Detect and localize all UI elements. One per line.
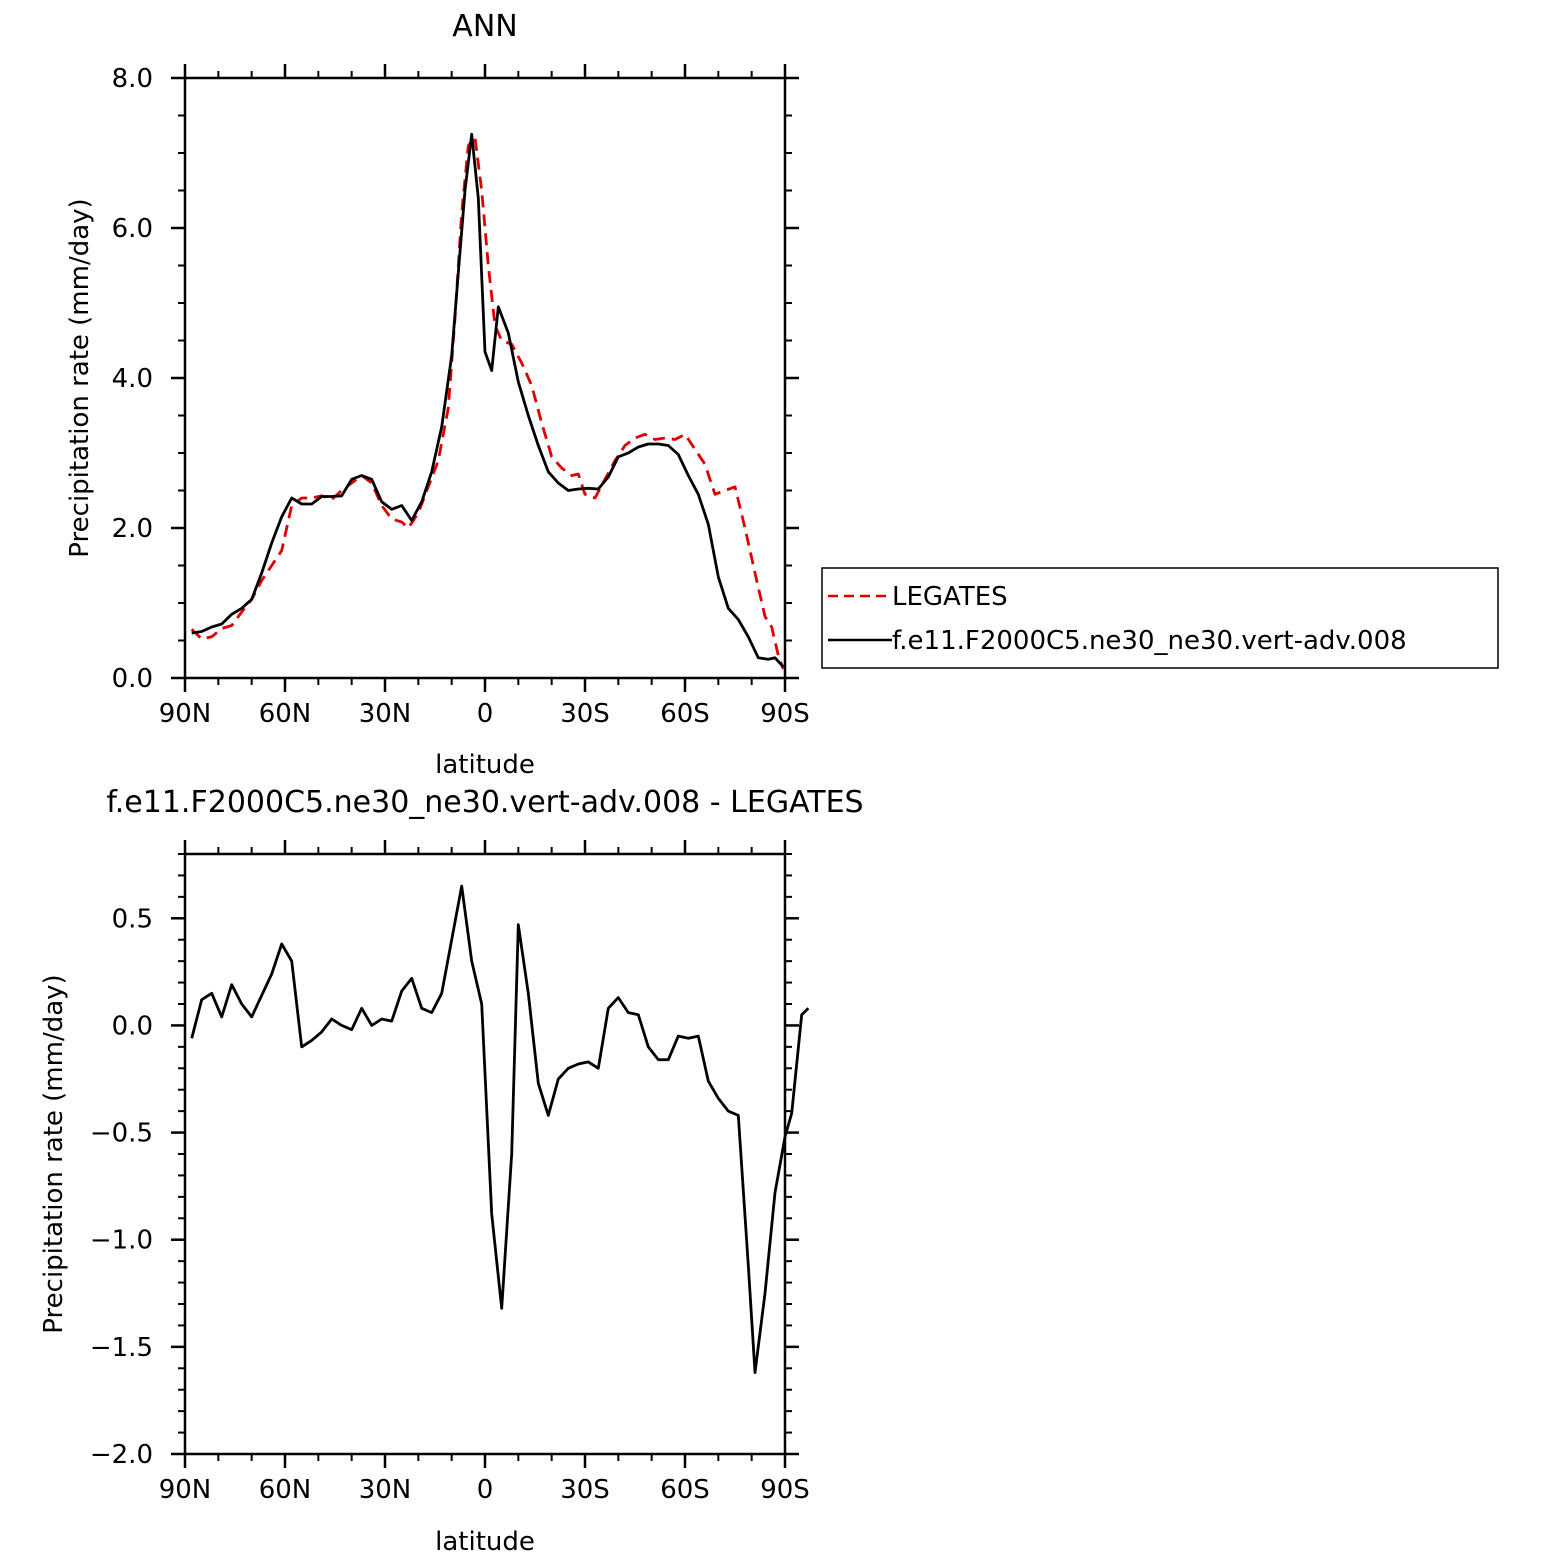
top-plot-frame [183,76,787,680]
legend: LEGATES f.e11.F2000C5.ne30_ne30.vert-adv… [821,567,1499,669]
top-series-line-1 [191,132,785,668]
bottom-x-tick-label: 90N [159,1475,212,1505]
top-series-lines [190,132,785,670]
bottom-y-axis-label: Precipitation rate (mm/day) [39,974,69,1333]
legend-label-model: f.e11.F2000C5.ne30_ne30.vert-adv.008 [892,626,1407,656]
top-y-tick-label: 8.0 [112,64,153,94]
bottom-x-tick-label: 0 [477,1475,494,1505]
top-series-line-0 [190,136,785,670]
bottom-x-tick-label: 60S [660,1475,710,1505]
bottom-axis-ticks: 90N 60N 30N 0 30S 60S 90S −2.0 −1.5 −1.0 −0.5 0.0 0.… [90,840,810,1505]
top-x-tick-label: 0 [477,699,494,729]
bottom-chart-title: f.e11.F2000C5.ne30_ne30.vert-adv.008 - L… [106,785,863,820]
top-x-tick-label: 60S [660,699,710,729]
top-y-tick-label: 2.0 [112,514,153,544]
top-x-tick-label: 60N [259,699,312,729]
top-axis-ticks: 90N 60N 30N 0 30S 60S 90S 0.0 2.0 4.0 6.0 8.0 [112,64,810,729]
bottom-series-line-0 [190,884,810,1374]
top-x-tick-label: 30S [560,699,610,729]
top-x-tick-label: 30N [359,699,412,729]
bottom-y-tick-label: −0.5 [90,1119,153,1149]
top-x-axis-label: latitude [435,750,535,780]
top-y-axis-label: Precipitation rate (mm/day) [65,198,95,557]
top-x-tick-label: 90S [760,699,810,729]
bottom-y-tick-label: −2.0 [90,1440,153,1470]
bottom-x-tick-label: 30N [359,1475,412,1505]
bottom-y-tick-label: −1.5 [90,1333,153,1363]
bottom-chart-panel: f.e11.F2000C5.ne30_ne30.vert-adv.008 - L… [39,785,864,1557]
bottom-x-tick-label: 60N [259,1475,312,1505]
legend-label-legates: LEGATES [892,582,1008,612]
top-x-tick-label: 90N [159,699,212,729]
top-y-tick-label: 4.0 [112,364,153,394]
bottom-y-tick-label: 0.0 [112,1011,153,1041]
top-y-tick-label: 6.0 [112,214,153,244]
bottom-x-axis-label: latitude [435,1527,535,1557]
bottom-plot-frame [183,852,787,1456]
top-chart-title: ANN [452,9,517,44]
bottom-y-tick-label: −1.0 [90,1226,153,1256]
legend-box [821,567,1499,669]
bottom-series-lines [190,884,810,1374]
top-y-tick-label: 0.0 [112,664,153,694]
bottom-x-tick-label: 90S [760,1475,810,1505]
bottom-y-tick-label: 0.5 [112,904,153,934]
top-chart-panel: ANN 90N 60N 30N 0 30S 60S 90S 0.0 2.0 4.0 6.0 8.0 l… [65,9,810,780]
bottom-x-tick-label: 30S [560,1475,610,1505]
